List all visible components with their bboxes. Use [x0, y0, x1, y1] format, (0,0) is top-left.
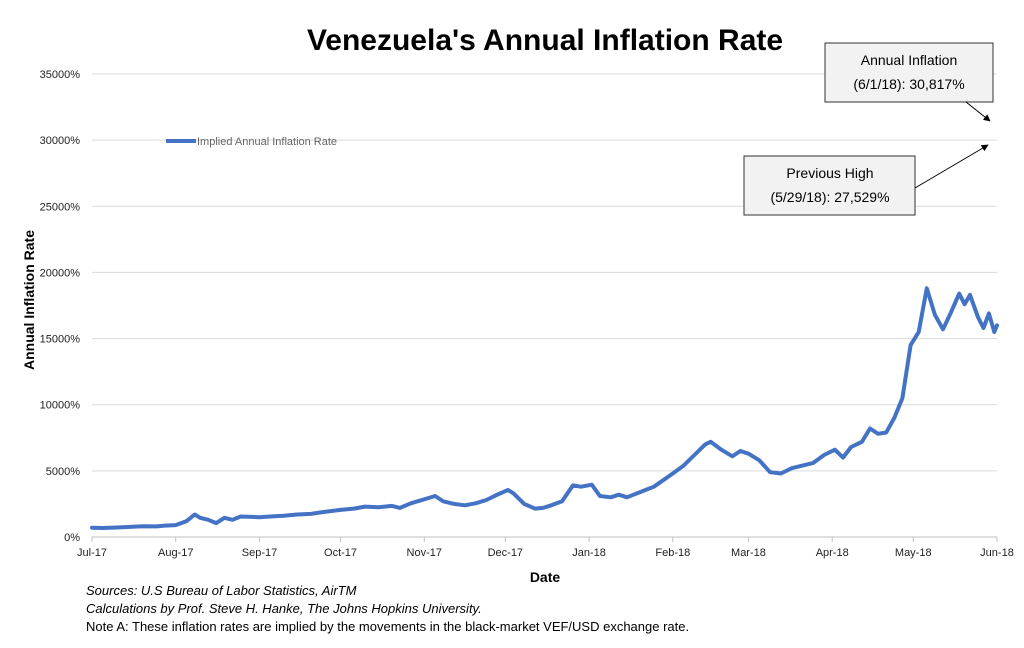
y-tick-label: 0%: [64, 532, 80, 544]
annotation-box: [743, 155, 916, 216]
legend-label: Implied Annual Inflation Rate: [197, 136, 337, 148]
y-axis-ticks: 0% 5000% 10000% 15000% 20000% 25000% 30000% 350…: [40, 69, 81, 544]
annotation-previous-high: Previous High (5/29/18): 27,529%: [743, 144, 989, 216]
y-axis-title: Annual Inflation Rate: [21, 230, 37, 370]
x-tick-label: May-18: [895, 547, 932, 559]
y-tick-label: 20000%: [40, 267, 81, 279]
x-tick-label: Mar-18: [731, 547, 766, 559]
annotation-line2: (6/1/18): 30,817%: [853, 76, 964, 92]
x-tick-label: Jan-18: [572, 547, 606, 559]
notes: Sources: U.S Bureau of Labor Statistics,…: [86, 583, 689, 634]
y-tick-label: 5000%: [46, 466, 80, 478]
x-tick-label: Jun-18: [980, 547, 1014, 559]
x-tick-label: Feb-18: [655, 547, 690, 559]
y-tick-label: 10000%: [40, 400, 81, 412]
annotation-arrow: [914, 144, 989, 189]
series-line: [90, 286, 999, 530]
note-a: Note A: These inflation rates are implie…: [86, 619, 689, 634]
x-tick-label: Sep-17: [242, 547, 277, 559]
x-tick-label: Nov-17: [407, 547, 442, 559]
x-tick-label: Dec-17: [488, 547, 523, 559]
annotation-box: [824, 42, 994, 103]
chart-title: Venezuela's Annual Inflation Rate: [307, 24, 783, 57]
x-tick-label: Oct-17: [324, 547, 357, 559]
y-tick-label: 15000%: [40, 334, 81, 346]
y-tick-label: 30000%: [40, 135, 81, 147]
x-axis-title: Date: [530, 569, 561, 585]
x-tick-label: Jul-17: [77, 547, 107, 559]
note-sources: Sources: U.S Bureau of Labor Statistics,…: [86, 583, 357, 598]
x-tick-label: Aug-17: [158, 547, 193, 559]
y-tick-label: 25000%: [40, 201, 81, 213]
legend: Implied Annual Inflation Rate: [166, 136, 337, 148]
annotation-arrow: [965, 101, 991, 122]
x-tick-label: Apr-18: [816, 547, 849, 559]
annotation-line1: Previous High: [786, 165, 873, 181]
x-axis-ticks: Jul-17 Aug-17 Sep-17 Oct-17 Nov-17 Dec-17 Jan-…: [77, 537, 1014, 559]
annotation-line1: Annual Inflation: [861, 52, 958, 68]
annotation-current: Annual Inflation (6/1/18): 30,817%: [824, 42, 994, 122]
annotation-line2: (5/29/18): 27,529%: [770, 189, 889, 205]
y-tick-label: 35000%: [40, 69, 81, 81]
grid-lines: [92, 73, 997, 472]
note-calculations: Calculations by Prof. Steve H. Hanke, Th…: [86, 601, 482, 616]
